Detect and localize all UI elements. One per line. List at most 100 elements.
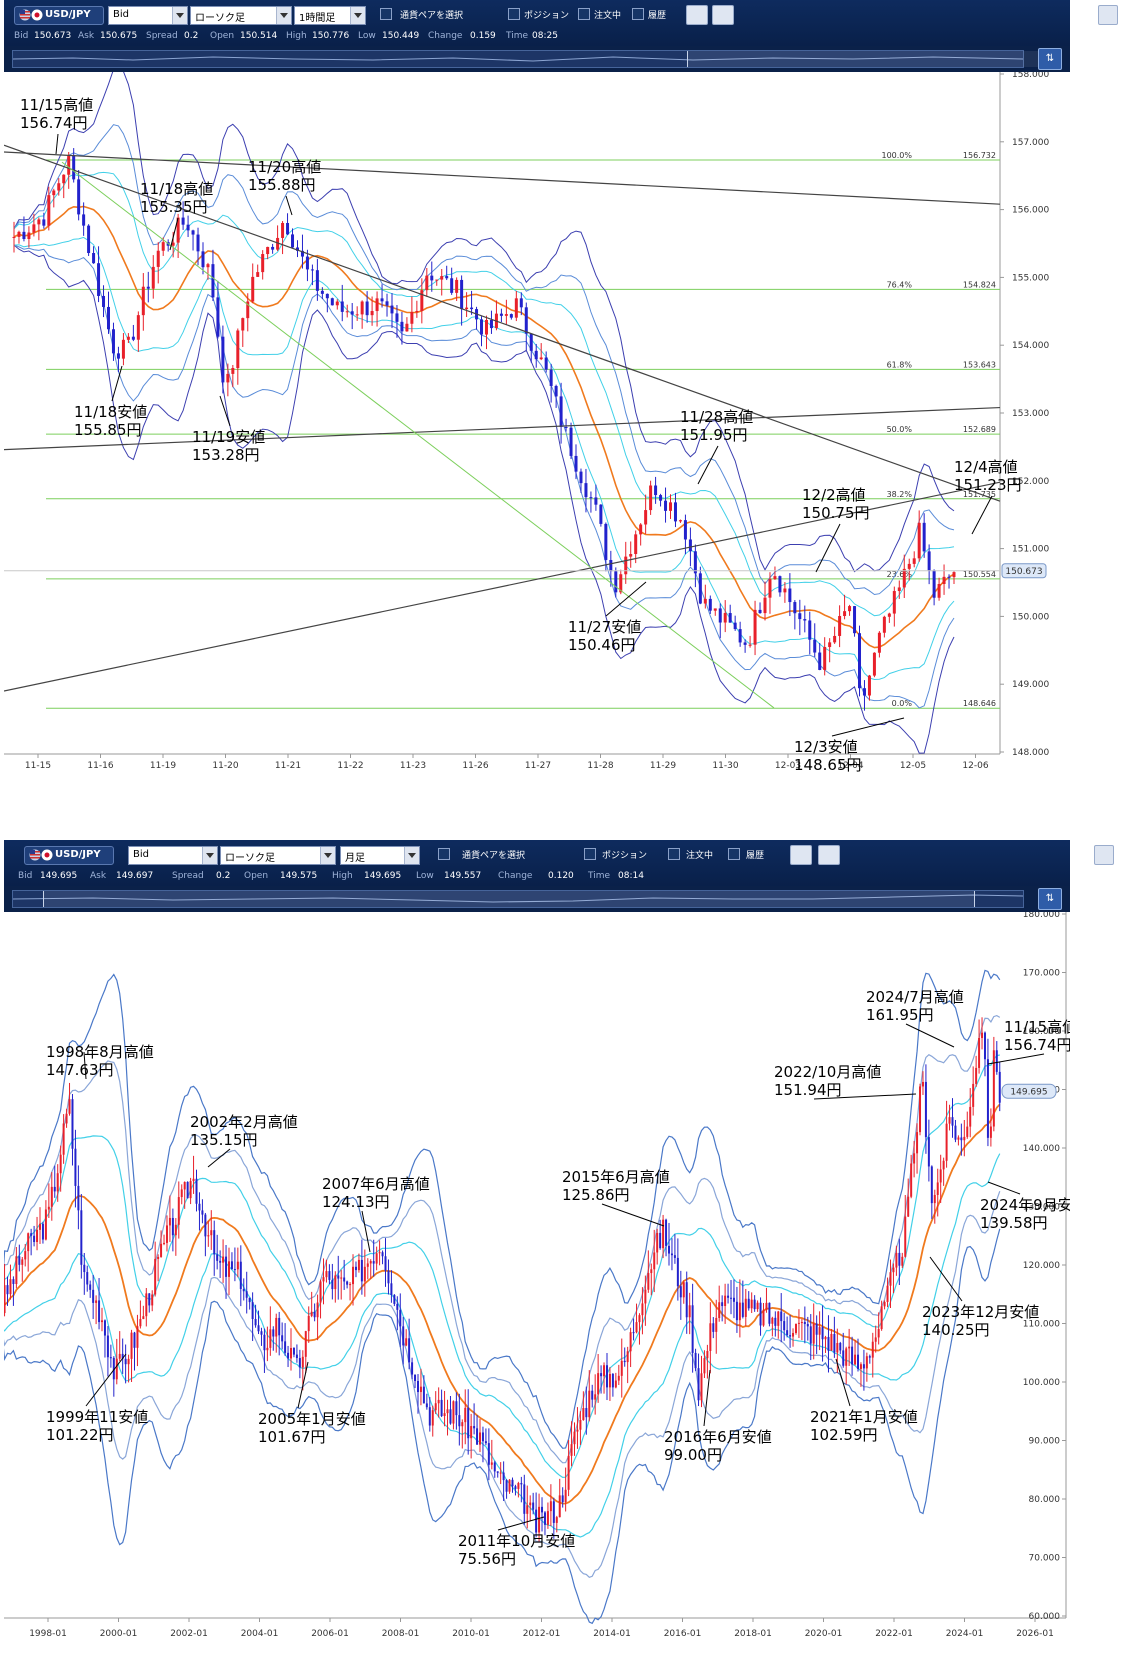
- candle-body: [954, 1125, 957, 1140]
- annotation-arrow: [831, 717, 905, 737]
- candle-body: [809, 1326, 812, 1344]
- candle-body: [57, 183, 61, 191]
- candle-body: [703, 598, 707, 604]
- candle-body: [576, 1429, 579, 1432]
- candle-body: [570, 1444, 573, 1456]
- candle-body: [484, 319, 488, 335]
- symbol-selector[interactable]: USD/JPY: [14, 6, 104, 25]
- navigator-window[interactable]: [43, 891, 975, 907]
- chevron-down-icon[interactable]: [202, 847, 217, 864]
- symbol-selector[interactable]: USD/JPY: [24, 846, 114, 865]
- monthly-chart-plot[interactable]: 60.000 70.000 80.000 90.000 100.000 110.000 12…: [4, 912, 1070, 1678]
- annotation-arrow: [813, 1093, 917, 1100]
- candle-body: [461, 1422, 464, 1427]
- price-type-select[interactable]: Bid: [108, 6, 188, 25]
- history-checkbox[interactable]: [632, 8, 644, 20]
- annotation-arrow: [905, 1023, 955, 1048]
- navigator-track[interactable]: [12, 50, 1059, 68]
- candle-body: [904, 1216, 907, 1257]
- chevron-down-icon[interactable]: [404, 847, 419, 864]
- candle-body: [582, 1408, 585, 1420]
- candle-body: [489, 319, 493, 329]
- candle-body: [656, 1232, 659, 1253]
- y-tick-label: 170.000: [1023, 969, 1060, 979]
- candle-body: [181, 217, 185, 225]
- orders-checkbox[interactable]: [578, 8, 590, 20]
- candle-body: [292, 1347, 295, 1355]
- navigator-window[interactable]: [687, 51, 1059, 67]
- x-tick-label: 2018-01: [734, 1629, 772, 1639]
- candle-body: [62, 174, 66, 184]
- chevron-down-icon[interactable]: [172, 7, 187, 24]
- candle-body: [365, 301, 369, 316]
- orders-label[interactable]: 注文中: [686, 851, 714, 861]
- position-checkbox[interactable]: [584, 848, 596, 860]
- position-label[interactable]: ポジション: [524, 11, 570, 21]
- fit-button[interactable]: ⇅: [1038, 888, 1062, 910]
- position-checkbox[interactable]: [508, 8, 520, 20]
- collapse-icon[interactable]: [1094, 845, 1114, 865]
- layout-icon[interactable]: [712, 5, 734, 25]
- pair-select-label[interactable]: 通貨ペアを選択: [462, 851, 526, 861]
- candle-body: [53, 1186, 56, 1192]
- candle-body: [154, 1258, 157, 1295]
- candle-body: [617, 1375, 620, 1381]
- candle-body: [210, 1230, 213, 1236]
- y-tick-label: 100.000: [1023, 1378, 1060, 1388]
- candle-body: [803, 1322, 806, 1325]
- candle-body: [419, 1386, 422, 1393]
- candle-body: [700, 1373, 703, 1401]
- candle-body: [400, 321, 404, 332]
- price-type-select[interactable]: Bid: [128, 846, 218, 865]
- candle-body: [569, 427, 573, 456]
- collapse-icon[interactable]: [1098, 5, 1118, 25]
- layout-icon[interactable]: [818, 845, 840, 865]
- candle-body: [683, 520, 687, 540]
- candle-body: [207, 1235, 210, 1237]
- draw-tool-icon[interactable]: [790, 845, 812, 865]
- chart-type-select[interactable]: ローソク足: [220, 846, 336, 865]
- chevron-down-icon[interactable]: [320, 847, 335, 864]
- y-tick-label: 140.000: [1023, 1144, 1060, 1154]
- position-label[interactable]: ポジション: [602, 851, 648, 861]
- open-label: Open: [244, 871, 269, 881]
- bollinger-upper: [4, 1014, 1001, 1464]
- chart-type-select[interactable]: ローソク足: [190, 6, 292, 25]
- chevron-down-icon[interactable]: [276, 7, 291, 24]
- hourly-chart-plot[interactable]: 148.000 149.000 150.000 151.000 152.000 153.0…: [4, 72, 1070, 830]
- candle-body: [168, 1217, 171, 1226]
- history-label[interactable]: 履歴: [648, 11, 667, 21]
- candle-body: [902, 568, 906, 588]
- candle-body: [467, 1407, 470, 1439]
- annotation-label: 153.28円: [192, 446, 260, 464]
- pair-select-checkbox[interactable]: [438, 848, 450, 860]
- candle-body: [948, 1117, 951, 1124]
- fit-button[interactable]: ⇅: [1038, 48, 1062, 70]
- candle-body: [818, 1327, 821, 1335]
- candle-body: [145, 1293, 148, 1317]
- candle-body: [543, 1512, 546, 1525]
- draw-tool-icon[interactable]: [686, 5, 708, 25]
- candle-body: [171, 1217, 174, 1236]
- candle-body: [44, 1209, 47, 1240]
- history-checkbox[interactable]: [728, 848, 740, 860]
- candle-body: [644, 510, 648, 525]
- candle-body: [813, 639, 817, 653]
- history-label[interactable]: 履歴: [746, 851, 765, 861]
- period-select[interactable]: 月足: [340, 846, 420, 865]
- hourly-chart-panel: USD/JPY Bid ローソク足 1時間足 通貨ペアを選択 ポジション 注文中…: [4, 0, 1118, 830]
- pair-select-label[interactable]: 通貨ペアを選択: [400, 11, 464, 21]
- candle-body: [614, 571, 618, 593]
- period-select[interactable]: 1時間足: [294, 6, 366, 25]
- candle-body: [460, 279, 464, 310]
- chevron-down-icon[interactable]: [350, 7, 365, 24]
- y-tick-label: 152.000: [1012, 477, 1049, 487]
- candle-body: [797, 1322, 800, 1324]
- candle-body: [753, 1299, 756, 1310]
- navigator-track[interactable]: [12, 890, 1024, 908]
- orders-checkbox[interactable]: [668, 848, 680, 860]
- annotation-label: 102.59円: [810, 1426, 878, 1444]
- pair-select-checkbox[interactable]: [380, 8, 392, 20]
- candle-body: [960, 1137, 963, 1141]
- orders-label[interactable]: 注文中: [594, 11, 622, 21]
